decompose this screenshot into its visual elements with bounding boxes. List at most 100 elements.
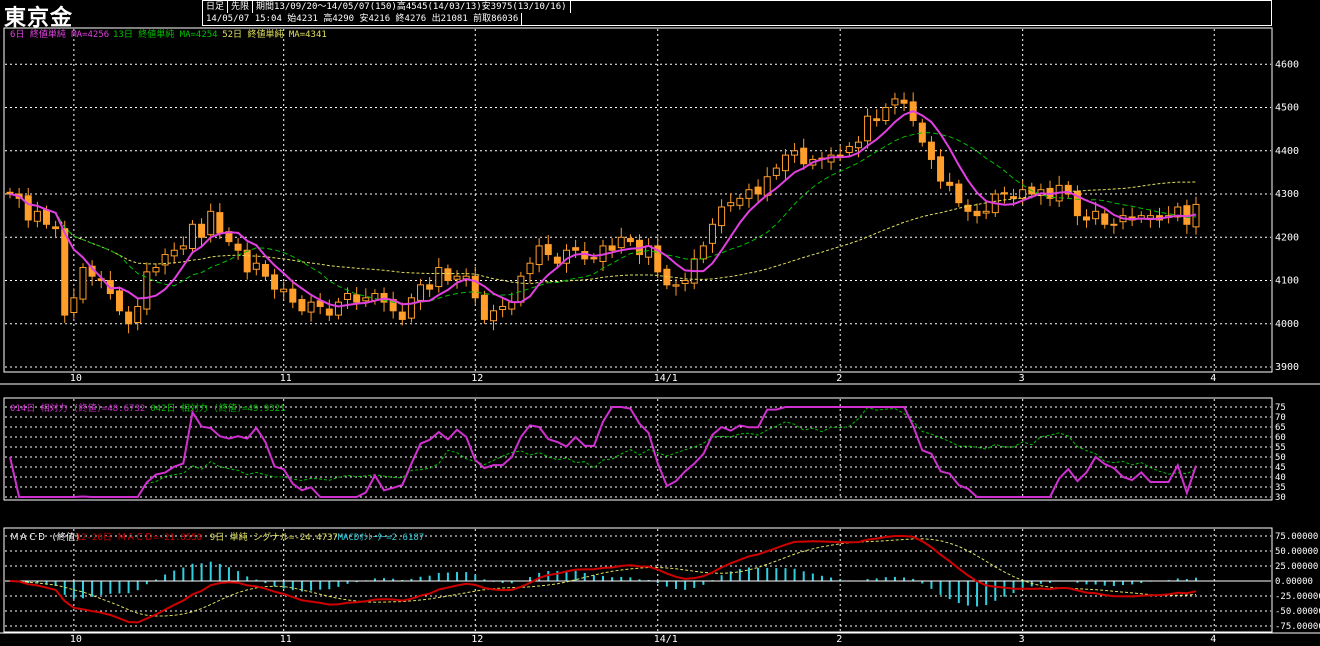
- candle-body: [535, 245, 543, 266]
- candle-body: [234, 243, 242, 251]
- candle-body: [672, 284, 680, 287]
- price-y-tick: 4100: [1275, 276, 1299, 287]
- candle-body: [1083, 216, 1091, 221]
- candle-body: [553, 256, 561, 264]
- candle-body: [353, 294, 361, 303]
- candle-body: [937, 156, 945, 182]
- candle-body: [1073, 190, 1081, 217]
- candle-body: [882, 107, 890, 122]
- panel-frames: [0, 27, 1320, 634]
- candle-body: [891, 98, 899, 106]
- chart-marks: [5, 92, 1271, 624]
- candle-body: [179, 245, 187, 250]
- candle-body: [791, 150, 799, 156]
- price-y-tick: 4400: [1275, 146, 1299, 157]
- candle-body: [964, 204, 972, 212]
- ma52-line: [9, 181, 1197, 285]
- candle-body: [699, 245, 707, 260]
- grid-lines: [5, 29, 1271, 631]
- candle-body: [1000, 192, 1008, 195]
- candle-body: [590, 257, 598, 260]
- macd-y-tick: -50.00000: [1275, 607, 1320, 617]
- rsi-y-tick: 45: [1275, 463, 1286, 473]
- candle-body: [115, 290, 123, 312]
- candle-body: [955, 183, 963, 204]
- macd-y-tick: 75.00000: [1275, 532, 1318, 542]
- candle-body: [772, 167, 780, 176]
- price-y-tick: 3900: [1275, 362, 1299, 373]
- candle-body: [736, 197, 744, 206]
- x-tick-label: 2: [836, 634, 842, 645]
- candle-body: [453, 275, 461, 280]
- rsi-y-tick: 30: [1275, 493, 1286, 503]
- candle-body: [325, 308, 333, 316]
- high-low-text: 高4545(14/03/13)安3975(13/10/16): [396, 2, 567, 12]
- x-tick-label: 10: [70, 373, 82, 384]
- candle-body: [24, 195, 32, 221]
- candle-body: [517, 275, 525, 303]
- candle-body: [289, 288, 297, 303]
- price-y-tick: 4000: [1275, 319, 1299, 330]
- candle-body: [681, 280, 689, 285]
- x-tick-label: 14/1: [654, 634, 678, 645]
- candle-body: [334, 301, 342, 316]
- candles: [6, 92, 1200, 334]
- rsi-y-tick: 70: [1275, 413, 1286, 423]
- candle-body: [252, 262, 260, 270]
- candle-body: [280, 288, 288, 293]
- candle-body: [125, 311, 133, 325]
- macd-y-tick: 50.00000: [1275, 547, 1318, 557]
- candle-body: [754, 186, 762, 195]
- candle-body: [982, 210, 990, 214]
- candle-body: [626, 238, 634, 243]
- candle-body: [161, 254, 169, 266]
- candle-body: [271, 274, 279, 290]
- candle-body: [572, 247, 580, 251]
- macd-y-tick: -25.00000: [1275, 592, 1320, 602]
- panel-frame-3: [3, 527, 1273, 633]
- price-legend: 13日 終値単純 MA=4254: [113, 28, 218, 40]
- candle-body: [654, 245, 662, 273]
- candle-body: [143, 271, 151, 310]
- rsi-y-tick: 50: [1275, 453, 1286, 463]
- candle-body: [544, 244, 552, 256]
- candle-body: [471, 275, 479, 299]
- macd-legend: MACDｵｼﾚｰﾀｰ=2.6187: [338, 532, 425, 543]
- x-tick-label: 3: [1019, 373, 1025, 384]
- rsi-y-tick: 60: [1275, 433, 1286, 443]
- candle-body: [608, 245, 616, 251]
- period-text: 期間13/09/20～14/05/07(150): [256, 2, 397, 12]
- ma13-line: [9, 132, 1197, 306]
- macd-y-tick: 25.00000: [1275, 562, 1318, 572]
- rsi-legend: 014日 相対力 (終値)=48.6732: [10, 402, 145, 414]
- candle-body: [1092, 210, 1100, 220]
- candle-body: [727, 202, 735, 207]
- candle-body: [70, 297, 78, 314]
- instrument-title: 東京金: [4, 6, 74, 31]
- rsi-y-tick: 35: [1275, 483, 1286, 493]
- period-range: 期間13/09/20～14/05/07(150)高4545(14/03/13)安…: [253, 1, 571, 13]
- candle-body: [800, 147, 808, 165]
- macd-line: [9, 535, 1197, 624]
- candle-body: [42, 209, 50, 225]
- candle-body: [398, 311, 406, 320]
- macd-y-tick: -75.00000: [1275, 622, 1320, 632]
- x-tick-label: 4: [1210, 634, 1216, 645]
- candle-body: [1146, 215, 1154, 219]
- candle-body: [426, 284, 434, 290]
- panel-frame-1: [3, 27, 1273, 373]
- rsi-y-tick: 40: [1275, 473, 1286, 483]
- price-y-tick: 4200: [1275, 232, 1299, 243]
- candle-body: [1010, 196, 1018, 199]
- candle-body: [927, 141, 935, 160]
- panel-frame-2: [3, 397, 1273, 501]
- candle-body: [33, 210, 41, 222]
- x-tick-label: 2: [836, 373, 842, 384]
- price-y-tick: 4500: [1275, 103, 1299, 114]
- rsi-y-tick: 55: [1275, 443, 1286, 453]
- candle-body: [1174, 206, 1182, 218]
- candle-body: [444, 268, 452, 282]
- candle-body: [298, 299, 306, 312]
- macd-legend: 9日 単純 シグナル=-24.4737: [210, 531, 338, 543]
